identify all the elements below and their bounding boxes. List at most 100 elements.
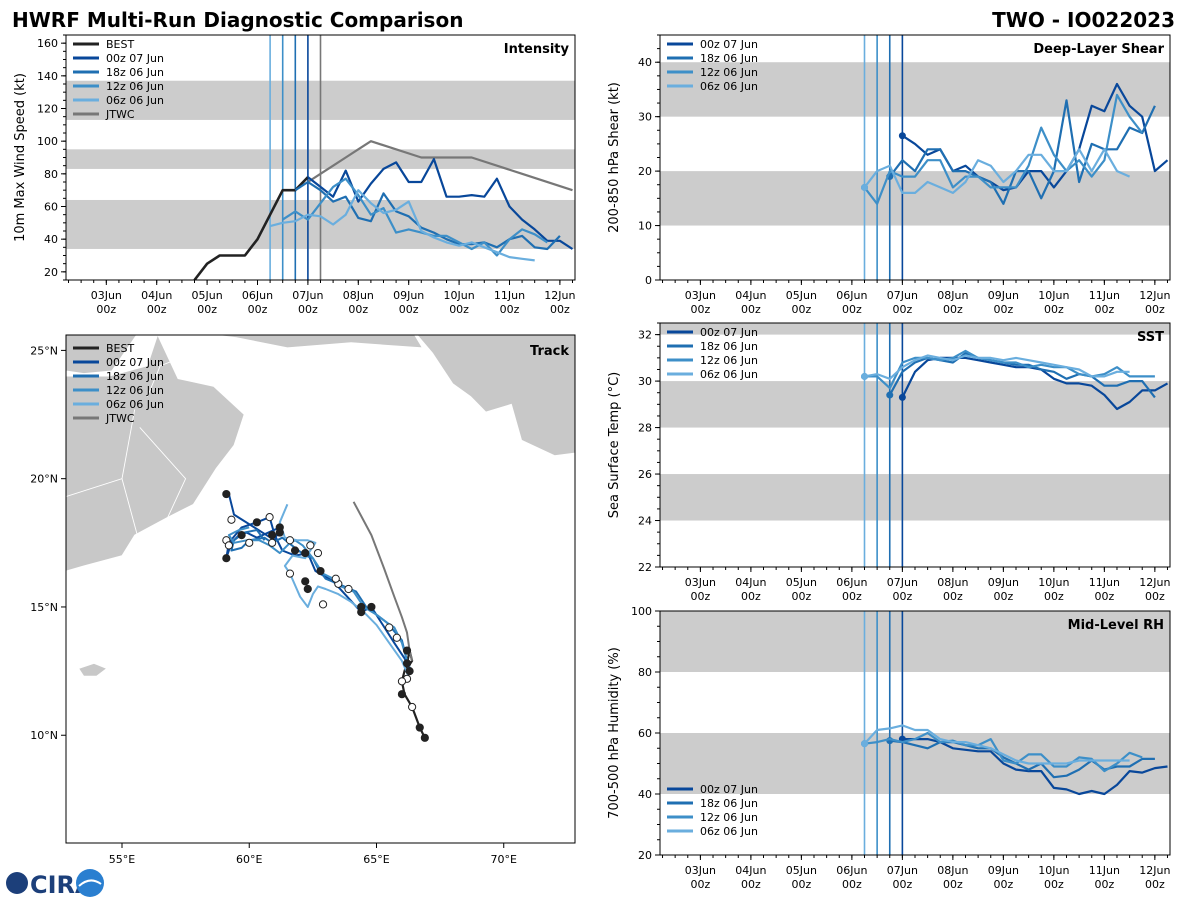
x-tick-label-date: 11Jun bbox=[1089, 576, 1120, 589]
x-tick-label-date: 03Jun bbox=[685, 576, 716, 589]
legend-label: 06z 06 Jun bbox=[106, 94, 164, 107]
x-tick-label: 60°E bbox=[236, 853, 262, 866]
best-track-point-open bbox=[268, 538, 277, 547]
y-tick-label: 28 bbox=[638, 422, 652, 435]
x-tick-label-hour: 00z bbox=[943, 303, 963, 316]
y-tick-label: 80 bbox=[638, 666, 652, 679]
series-start-marker bbox=[898, 393, 906, 401]
threshold-band bbox=[660, 323, 1170, 335]
y-tick-label: 10°N bbox=[30, 729, 58, 742]
threshold-band bbox=[660, 474, 1170, 521]
x-tick-label-hour: 00z bbox=[147, 303, 167, 316]
x-tick-label-date: 06Jun bbox=[242, 289, 273, 302]
legend-label: 12z 06 Jun bbox=[700, 811, 758, 824]
best-track-point-open bbox=[385, 623, 394, 632]
panel-title: Track bbox=[530, 344, 569, 359]
plot-area bbox=[660, 35, 1170, 280]
x-tick-label-hour: 00z bbox=[892, 878, 912, 891]
best-track-point bbox=[222, 489, 231, 499]
cira-logo: CIRA bbox=[6, 869, 104, 899]
x-tick-label-hour: 00z bbox=[449, 303, 469, 316]
x-tick-label-hour: 00z bbox=[892, 303, 912, 316]
series-line-06z-06-jun bbox=[863, 724, 1130, 765]
best-track-point-open bbox=[313, 548, 323, 558]
x-tick-label-date: 08Jun bbox=[937, 864, 968, 877]
land-polygon bbox=[416, 335, 575, 457]
x-tick-label-date: 07Jun bbox=[887, 289, 918, 302]
x-tick-label-hour: 00z bbox=[1145, 590, 1165, 603]
sst-panel: 22242628303203Jun00z04Jun00z05Jun00z06Ju… bbox=[607, 322, 1171, 603]
country-border bbox=[139, 427, 187, 518]
x-tick-label-date: 08Jun bbox=[343, 289, 374, 302]
x-tick-label-hour: 00z bbox=[1044, 303, 1064, 316]
track-line-06z-06-jun bbox=[278, 503, 411, 680]
threshold-band bbox=[660, 62, 1170, 117]
y-tick-label: 140 bbox=[37, 70, 58, 83]
y-axis-label: 200-850 hPa Shear (kt) bbox=[607, 82, 622, 233]
x-tick-label-date: 12Jun bbox=[544, 289, 575, 302]
y-tick-label: 10 bbox=[638, 220, 652, 233]
y-tick-label: 15°N bbox=[30, 601, 58, 614]
x-tick-label-date: 05Jun bbox=[786, 864, 817, 877]
legend-label: 00z 07 Jun bbox=[700, 38, 758, 51]
best-track-point-open bbox=[227, 515, 236, 524]
y-tick-label: 40 bbox=[638, 788, 652, 801]
x-tick-label-hour: 00z bbox=[1094, 303, 1114, 316]
y-tick-label: 30 bbox=[638, 375, 652, 388]
x-tick-label-hour: 00z bbox=[1145, 303, 1165, 316]
y-tick-label: 60 bbox=[638, 727, 652, 740]
y-axis-label: 700-500 hPa Humidity (%) bbox=[607, 647, 622, 819]
best-track-point-open bbox=[392, 633, 401, 642]
x-tick-label-date: 03Jun bbox=[685, 289, 716, 302]
best-track-point-open bbox=[331, 574, 340, 583]
x-tick-label-date: 05Jun bbox=[192, 289, 223, 302]
x-tick-label-hour: 00z bbox=[943, 590, 963, 603]
x-tick-label-date: 12Jun bbox=[1139, 289, 1170, 302]
figure-title: HWRF Multi-Run Diagnostic Comparison bbox=[12, 8, 463, 32]
legend-label: 12z 06 Jun bbox=[106, 80, 164, 93]
best-track-point-open bbox=[285, 536, 295, 545]
y-tick-label: 22 bbox=[638, 561, 652, 574]
x-tick-label: 65°E bbox=[363, 853, 389, 866]
y-axis-label: Sea Surface Temp (°C) bbox=[607, 372, 622, 519]
y-tick-label: 32 bbox=[638, 329, 652, 342]
y-tick-label: 20 bbox=[638, 165, 652, 178]
best-track-point bbox=[275, 523, 284, 532]
x-tick-label-hour: 00z bbox=[993, 878, 1013, 891]
x-tick-label-hour: 00z bbox=[1044, 878, 1064, 891]
y-tick-label: 20 bbox=[638, 849, 652, 862]
series-line-12z-06-jun bbox=[864, 349, 1155, 390]
series-start-marker bbox=[886, 391, 894, 399]
x-tick-label-hour: 00z bbox=[1044, 590, 1064, 603]
best-track-point-open bbox=[306, 541, 315, 550]
x-tick-label-hour: 00z bbox=[248, 303, 268, 316]
x-tick-label-hour: 00z bbox=[943, 878, 963, 891]
best-track-point bbox=[316, 566, 325, 576]
x-tick-label-hour: 00z bbox=[691, 878, 711, 891]
x-tick-label-hour: 00z bbox=[993, 303, 1013, 316]
y-tick-label: 40 bbox=[638, 56, 652, 69]
track-panel: 55°E 60°E 65°E 70°E 10°N 15°N 20°N 25°N Track BES… bbox=[30, 334, 576, 866]
legend-label: 18z 06 Jun bbox=[700, 340, 758, 353]
x-tick-label-date: 04Jun bbox=[141, 289, 172, 302]
legend-label: 00z 07 Jun bbox=[106, 356, 164, 369]
series-line-12z-06-jun bbox=[864, 731, 1143, 773]
series-start-marker bbox=[861, 183, 869, 191]
x-tick-label-date: 08Jun bbox=[937, 289, 968, 302]
y-tick-label: 120 bbox=[37, 103, 58, 116]
best-track-point-open bbox=[245, 538, 254, 547]
best-track-point bbox=[268, 531, 277, 540]
track-line-12z-06-jun bbox=[227, 526, 414, 675]
series-start-marker bbox=[861, 372, 869, 380]
track-line-jtwc bbox=[352, 501, 414, 662]
country-border bbox=[146, 352, 194, 397]
x-tick-label-date: 03Jun bbox=[91, 289, 122, 302]
best-track-point bbox=[222, 554, 231, 563]
best-track-point bbox=[367, 602, 376, 612]
x-tick-label: 55°E bbox=[109, 853, 135, 866]
best-track-point bbox=[357, 602, 366, 612]
best-track-point-open bbox=[318, 600, 328, 609]
x-tick-label-date: 09Jun bbox=[988, 576, 1019, 589]
panel-title: Mid-Level RH bbox=[1068, 618, 1164, 633]
legend-label: 00z 07 Jun bbox=[106, 52, 164, 65]
